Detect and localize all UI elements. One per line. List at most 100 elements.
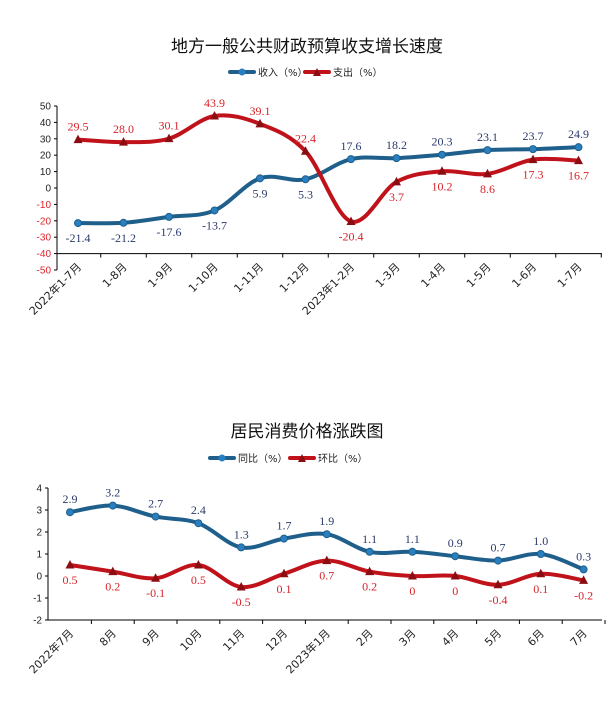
y-tick-label: 0 (36, 572, 42, 583)
data-label: 1.3 (234, 527, 249, 541)
data-label: 2.4 (191, 503, 206, 517)
legend-marker-icon (313, 68, 321, 76)
data-label: 17.3 (523, 168, 544, 182)
y-tick-label: 20 (40, 151, 52, 162)
data-point (483, 168, 492, 178)
data-label: -21.4 (66, 231, 91, 245)
x-tick-label: 2022年1-7月 (26, 260, 84, 318)
x-tick-label: 12月 (263, 627, 290, 654)
data-label: 43.9 (204, 96, 225, 110)
y-tick-label: -30 (37, 233, 52, 244)
data-label: 29.5 (68, 120, 89, 134)
data-label: 0.3 (576, 549, 591, 563)
data-point (536, 568, 546, 578)
y-tick-label: 30 (40, 134, 52, 145)
data-point (346, 216, 356, 225)
data-label: 23.7 (523, 129, 544, 143)
data-label: -0.4 (489, 593, 508, 607)
data-label: 20.3 (432, 135, 453, 149)
data-point (151, 512, 160, 521)
data-point (108, 566, 118, 576)
y-tick-label: 2 (36, 528, 42, 539)
data-label: 22.4 (295, 131, 316, 145)
legend-label: 环比（%） (318, 453, 368, 465)
y-tick-label: -10 (37, 200, 52, 211)
x-tick-label: 7月 (568, 627, 590, 649)
data-label: 1.1 (405, 532, 420, 546)
y-tick-label: 3 (36, 506, 42, 517)
data-point (65, 560, 75, 569)
y-tick-label: -50 (37, 266, 52, 277)
x-tick-label: 1-5月 (464, 261, 494, 291)
data-point (407, 571, 417, 580)
x-tick-label: 1-3月 (373, 261, 403, 291)
y-tick-label: -2 (33, 616, 42, 627)
legend-label: 同比（%） (238, 453, 288, 465)
data-point (451, 552, 460, 561)
y-tick-label: -1 (33, 594, 42, 605)
series-line-1 (76, 145, 581, 226)
x-tick-label: 2月 (354, 627, 376, 649)
x-tick-label: 6月 (525, 627, 547, 649)
data-label: -0.1 (146, 586, 165, 600)
data-label: 0.2 (362, 580, 377, 594)
data-point (494, 556, 502, 565)
x-tick-label: 1-8月 (100, 261, 130, 291)
data-label: 5.3 (298, 187, 313, 201)
data-point (574, 155, 583, 165)
data-label: 0.9 (448, 536, 463, 550)
x-tick-label: 11月 (220, 627, 247, 654)
data-point (256, 174, 264, 183)
data-point (347, 155, 355, 164)
data-point (255, 118, 265, 128)
data-label: 17.6 (341, 139, 362, 153)
data-label: 0.5 (63, 573, 78, 587)
data-point (365, 566, 375, 576)
legend-label: 支出（%） (333, 66, 383, 79)
data-point (151, 573, 161, 582)
data-label: 5.9 (253, 186, 268, 200)
data-point (210, 111, 219, 120)
data-point (437, 166, 447, 175)
x-tick-label: 1-12月 (277, 261, 312, 296)
y-tick-label: 10 (40, 167, 52, 178)
data-label: 2.7 (148, 497, 163, 511)
data-label: 30.1 (159, 119, 180, 133)
data-point (73, 134, 83, 144)
x-tick-label: 10月 (178, 627, 205, 654)
data-point (237, 543, 246, 552)
data-label: 24.9 (568, 127, 589, 141)
data-point (210, 206, 219, 215)
x-tick-label: 8月 (97, 627, 119, 649)
x-tick-label: 1-11月 (231, 261, 266, 296)
data-point (119, 137, 128, 146)
data-point (108, 501, 117, 510)
data-point (493, 579, 503, 589)
legend-marker-icon (218, 454, 226, 462)
data-point (279, 568, 289, 578)
data-point (579, 575, 589, 584)
data-point (528, 154, 538, 164)
data-label: 18.2 (386, 138, 407, 152)
legend-marker-icon (298, 454, 306, 462)
data-point (574, 143, 583, 152)
y-tick-label: 1 (36, 550, 42, 561)
data-label: 2.9 (63, 492, 78, 506)
data-point (483, 146, 492, 155)
data-label: 0.7 (319, 569, 334, 583)
x-tick-label: 1-10月 (186, 261, 221, 296)
data-point (164, 133, 174, 143)
x-tick-label: 1-7月 (555, 261, 585, 291)
data-point (280, 534, 288, 543)
data-label: -21.2 (111, 231, 136, 245)
x-tick-label: 5月 (482, 627, 504, 649)
data-point (365, 547, 374, 556)
data-label: 10.2 (432, 179, 453, 193)
data-point (66, 508, 74, 517)
data-label: -17.6 (157, 225, 182, 239)
y-tick-label: 40 (40, 118, 52, 129)
legend-marker-icon (238, 68, 246, 76)
data-label: 39.1 (250, 104, 271, 118)
data-label: 0.1 (277, 582, 292, 596)
